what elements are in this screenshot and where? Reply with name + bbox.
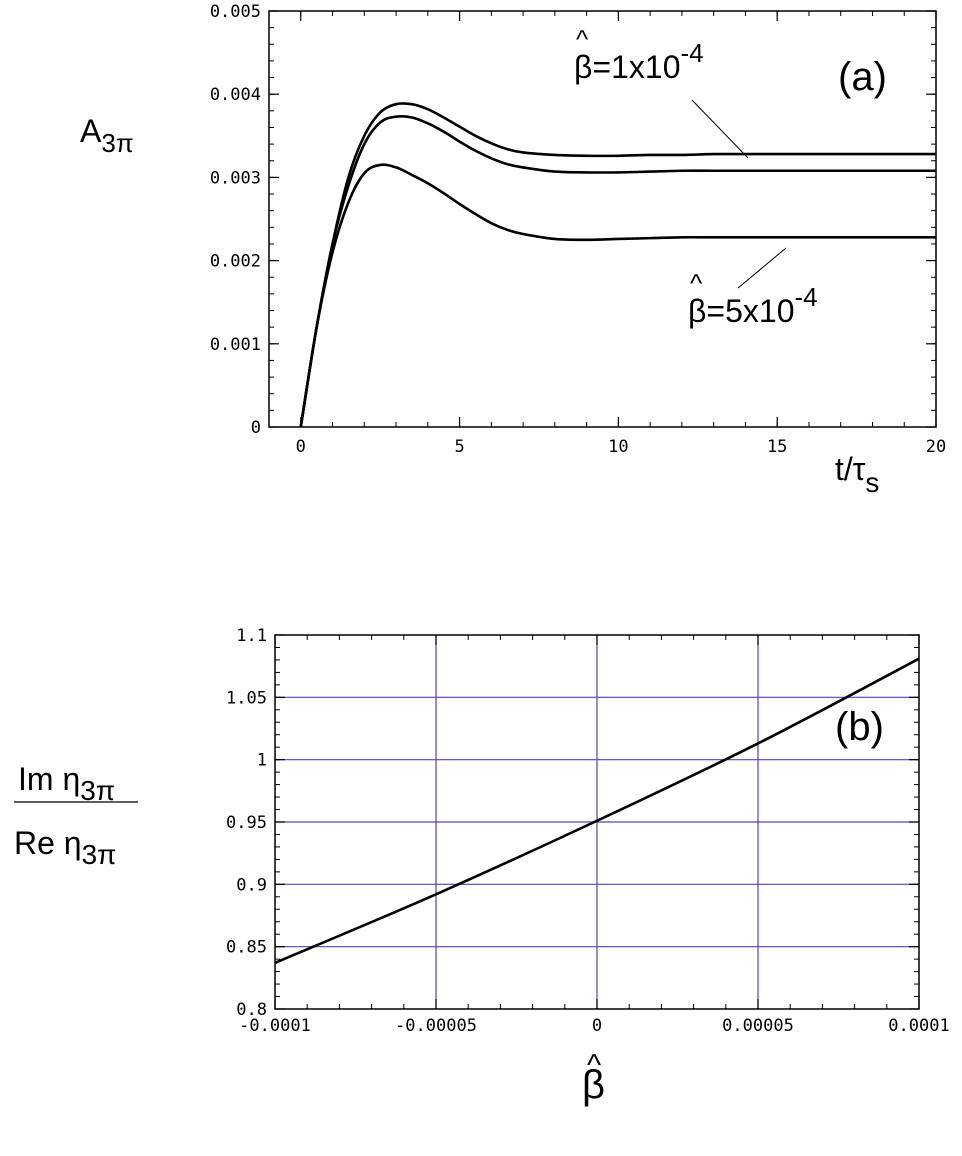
chart-b-ytick-label: 1 xyxy=(257,751,267,771)
chart-b-ytick-label: 1.1 xyxy=(236,626,267,646)
chart-a-xlabel: t/τs xyxy=(835,451,879,498)
chart-b-ylabel-num-sub: 3π xyxy=(80,775,115,806)
chart-a-ytick-label: 0.001 xyxy=(210,335,261,355)
chart-a-annotation-2-sup: -4 xyxy=(794,282,817,312)
chart-a-xtick-label: 5 xyxy=(454,437,464,457)
chart-a-annotation-1-sup: -4 xyxy=(680,38,703,68)
chart-b-xtick-label: 0.0001 xyxy=(888,1016,949,1036)
chart-b-xtick-label: -0.0001 xyxy=(239,1016,311,1036)
chart-a-ytick-label: 0.005 xyxy=(210,2,261,22)
chart-b: 0.8 0.85 0.9 0.95 1 1.05 1.1 -0.0001 -0.00005 0 0.… xyxy=(14,626,950,1107)
chart-a-xtick-label: 15 xyxy=(767,437,787,457)
chart-a-annotation-2-text: β=5x10 xyxy=(688,293,794,329)
chart-b-ytick-label: 1.05 xyxy=(226,688,267,708)
chart-a-series xyxy=(299,102,936,428)
chart-a-ylabel: A3π xyxy=(80,113,134,158)
chart-a-ylabel-sub: 3π xyxy=(101,128,133,158)
chart-b-xlabel-hat: ^ xyxy=(587,1049,601,1082)
chart-a-xlabel-sub: s xyxy=(865,467,879,498)
chart-b-ytick-label: 0.95 xyxy=(226,813,267,833)
chart-a-ytick-label: 0.003 xyxy=(210,168,261,188)
chart-b-xtick-label: 0 xyxy=(592,1016,602,1036)
chart-a-series-1 xyxy=(299,102,936,428)
chart-b-xtick-label: -0.00005 xyxy=(395,1016,477,1036)
chart-a-xlabel-main: t/τ xyxy=(835,451,866,487)
chart-a-annotation-1-text: β=1x10 xyxy=(574,49,680,85)
chart-a-xtick-label: 10 xyxy=(608,437,628,457)
chart-a-annotation-1: β=1x10-4 xyxy=(574,38,704,85)
chart-b-ylabel-numerator: Im η3π xyxy=(18,761,115,806)
chart-b-xtick-label: 0.00005 xyxy=(722,1016,794,1036)
chart-a-ytick-label: 0.004 xyxy=(210,85,261,105)
chart-b-ticks: 0.8 0.85 0.9 0.95 1 1.05 1.1 -0.0001 -0.00005 0 0.… xyxy=(226,626,950,1036)
chart-a-annotation-1-pointer xyxy=(691,99,749,159)
chart-b-panel-label: (b) xyxy=(835,705,884,749)
chart-b-ytick-label: 0.8 xyxy=(236,1000,267,1020)
chart-a-annotations xyxy=(691,99,787,289)
chart-a-panel-label: (a) xyxy=(838,55,887,99)
chart-b-ylabel-den-main: Re η xyxy=(14,825,82,861)
chart-b-ytick-label: 0.85 xyxy=(226,938,267,958)
chart-a-xtick-label: 20 xyxy=(926,437,946,457)
chart-b-ylabel-den-sub: 3π xyxy=(82,839,117,870)
chart-a-annotation-2-hat: ^ xyxy=(690,268,703,298)
chart-a-frame xyxy=(268,10,937,428)
chart-b-grid xyxy=(275,635,919,1009)
chart-b-ytick-label: 0.9 xyxy=(236,875,267,895)
chart-a-ylabel-main: A xyxy=(80,113,102,149)
chart-b-series xyxy=(274,657,920,965)
chart-a-annotation-1-hat: ^ xyxy=(576,24,589,54)
chart-b-ylabel-num-main: Im η xyxy=(18,761,80,797)
chart-b-series-1 xyxy=(274,657,920,965)
chart-a-series-2 xyxy=(299,114,936,428)
chart-a-annotation-2-pointer xyxy=(737,247,787,289)
chart-a-xtick-label: 0 xyxy=(296,437,306,457)
chart-a-ytick-label: 0 xyxy=(251,418,261,438)
chart-a-ticks: 0 0.001 0.002 0.003 0.004 0.005 0 5 10 15 20 xyxy=(210,2,946,457)
chart-a-ytick-label: 0.002 xyxy=(210,252,261,272)
chart-a-annotation-2: β=5x10-4 xyxy=(688,282,818,329)
chart-a: 0 0.001 0.002 0.003 0.004 0.005 0 5 10 15 20 (a) A… xyxy=(80,2,946,498)
chart-a-series-3 xyxy=(299,163,936,428)
chart-b-ylabel-denominator: Re η3π xyxy=(14,825,116,870)
chart-b-xlabel: β xyxy=(582,1063,605,1107)
